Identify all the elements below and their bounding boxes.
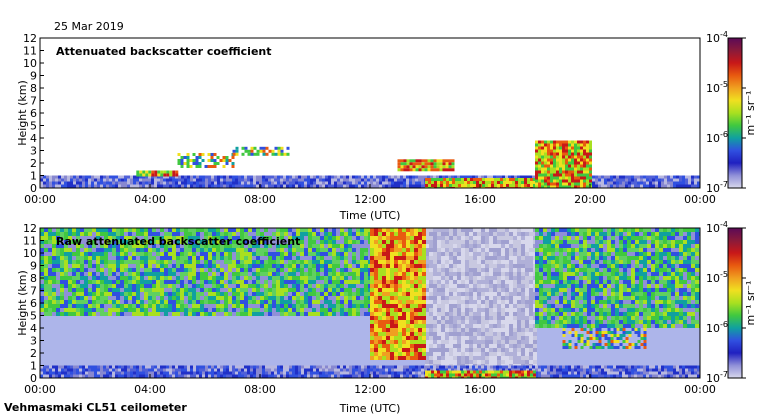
x-tick-label: 00:00 — [24, 383, 56, 396]
y-tick-label: 11 — [23, 45, 37, 58]
x-tick-label: 12:00 — [354, 193, 386, 206]
colorbar-unit-label: m⁻¹ sr⁻¹ — [744, 281, 757, 326]
y-tick-label: 5 — [30, 310, 37, 323]
y-tick-label: 5 — [30, 120, 37, 133]
y-tick-label: 1 — [30, 360, 37, 373]
y-tick-label: 6 — [30, 107, 37, 120]
colorbar-top: 10-4 10-5 10-6 10-7 m⁻¹ sr⁻¹ — [706, 30, 757, 195]
backscatter-feature — [136, 170, 179, 177]
y-tick-label: 8 — [30, 272, 37, 285]
y-tick-label: 4 — [30, 322, 37, 335]
backscatter-feature — [562, 328, 647, 349]
x-tick-label: 00:00 — [684, 383, 716, 396]
x-tick-label: 08:00 — [244, 193, 276, 206]
colorbar-tick-label: 10-6 — [706, 130, 728, 145]
y-tick-label: 10 — [23, 57, 37, 70]
y-tick-label: 0 — [30, 182, 37, 195]
y-tick-label: 6 — [30, 297, 37, 310]
y-tick-label: 1 — [30, 170, 37, 183]
colorbar-tick-label: 10-6 — [706, 320, 728, 335]
y-tick-label: 10 — [23, 247, 37, 260]
colorbar-tick-label: 10-4 — [706, 30, 728, 45]
date-label: 25 Mar 2019 — [54, 20, 124, 33]
y-tick-label: 12 — [23, 32, 37, 45]
x-tick-label: 20:00 — [574, 383, 606, 396]
y-axis-label: Height (km) — [16, 270, 29, 336]
x-tick-label: 16:00 — [464, 193, 496, 206]
y-tick-label: 2 — [30, 157, 37, 170]
y-tick-label: 9 — [30, 260, 37, 273]
backscatter-feature — [535, 140, 592, 188]
attenuated-backscatter-panel: Attenuated backscatter coefficient 00:00… — [16, 32, 716, 222]
y-tick-label: 12 — [23, 222, 37, 235]
colorbar-unit-label: m⁻¹ sr⁻¹ — [744, 91, 757, 136]
panel-title: Raw attenuated backscatter coefficient — [56, 235, 300, 248]
colorbar-tick-label: 10-5 — [706, 80, 728, 95]
colorbar-scale — [727, 227, 743, 379]
x-tick-label: 00:00 — [24, 193, 56, 206]
colorbar-bottom: 10-4 10-5 10-6 10-7 m⁻¹ sr⁻¹ — [706, 220, 757, 385]
y-tick-label: 7 — [30, 95, 37, 108]
y-tick-label: 11 — [23, 235, 37, 248]
backscatter-feature — [535, 228, 700, 328]
backscatter-feature — [232, 146, 290, 156]
attenuated-backscatter-heatmap — [40, 140, 700, 188]
backscatter-feature — [370, 228, 426, 360]
y-tick-label: 4 — [30, 132, 37, 145]
raw-backscatter-heatmap — [40, 228, 700, 378]
raw-backscatter-panel: Raw attenuated backscatter coefficient 0… — [16, 222, 716, 415]
x-tick-label: 00:00 — [684, 193, 716, 206]
colorbar-tick-label: 10-7 — [706, 180, 728, 195]
y-tick-label: 3 — [30, 335, 37, 348]
colorbar-scale — [727, 37, 743, 189]
backscatter-feature — [425, 228, 537, 368]
colorbar-tick-label: 10-7 — [706, 370, 728, 385]
x-tick-label: 08:00 — [244, 383, 276, 396]
backscatter-feature — [425, 370, 536, 378]
x-tick-label: 16:00 — [464, 383, 496, 396]
y-tick-label: 3 — [30, 145, 37, 158]
x-tick-label: 04:00 — [134, 193, 166, 206]
x-axis-label: Time (UTC) — [339, 402, 401, 415]
panel-title: Attenuated backscatter coefficient — [56, 45, 272, 58]
colorbar-tick-label: 10-4 — [706, 220, 728, 235]
y-tick-label: 8 — [30, 82, 37, 95]
y-tick-label: 9 — [30, 70, 37, 83]
colorbar-tick-label: 10-5 — [706, 270, 728, 285]
x-tick-label: 20:00 — [574, 193, 606, 206]
y-axis-label: Height (km) — [16, 80, 29, 146]
x-axis-label: Time (UTC) — [339, 209, 401, 222]
y-tick-label: 7 — [30, 285, 37, 298]
y-tick-label: 0 — [30, 372, 37, 385]
x-tick-label: 12:00 — [354, 383, 386, 396]
y-tick-label: 2 — [30, 347, 37, 360]
backscatter-feature — [397, 159, 455, 172]
footer-label: Vehmasmaki CL51 ceilometer — [4, 401, 187, 414]
x-tick-label: 04:00 — [134, 383, 166, 396]
